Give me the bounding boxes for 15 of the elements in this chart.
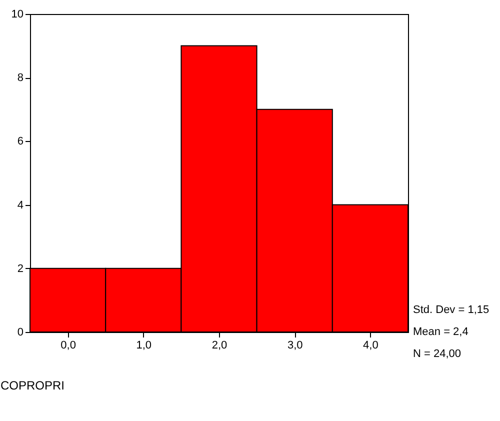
y-tick-label: 8 xyxy=(17,72,24,84)
y-tick-label: 0 xyxy=(17,326,24,338)
x-tick-label: 0,0 xyxy=(60,340,76,352)
text: Std. Dev = 1,15 xyxy=(413,304,490,316)
y-tick-label: 2 xyxy=(17,262,24,275)
y-tick-label: 10 xyxy=(11,8,24,20)
y-tick-label: 6 xyxy=(17,136,24,148)
y-tick-label: 4 xyxy=(17,199,24,212)
x-tick-label: 1,0 xyxy=(136,340,152,352)
x-tick-label: 3,0 xyxy=(287,340,303,352)
x-tick-label: 4,0 xyxy=(363,340,378,352)
x-axis-title: COPROPRI xyxy=(0,378,65,392)
text: Mean = 2,4 xyxy=(413,326,468,338)
x-tick-label: 2,0 xyxy=(212,340,228,352)
text: N = 24,00 xyxy=(413,348,462,360)
